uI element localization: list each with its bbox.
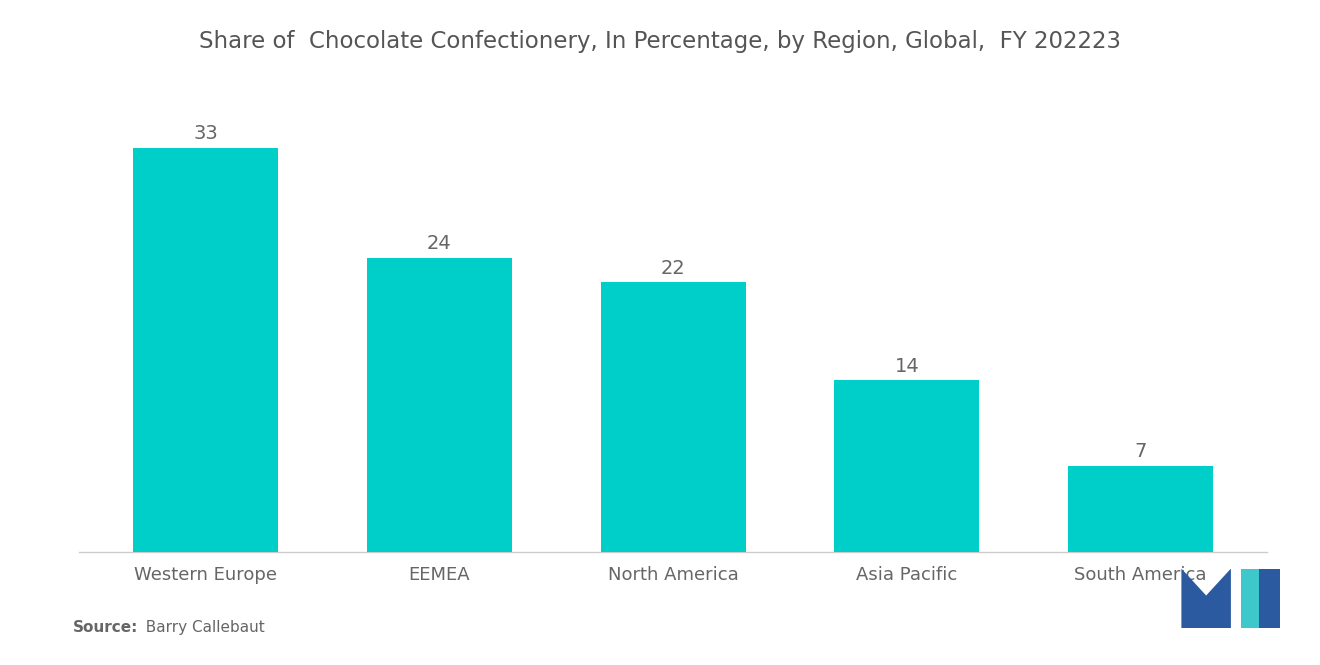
Polygon shape [1241, 569, 1280, 628]
Text: 14: 14 [895, 356, 919, 376]
Bar [1068, 466, 1213, 552]
Text: 22: 22 [661, 259, 685, 277]
Text: 33: 33 [193, 124, 218, 143]
Text: 24: 24 [428, 234, 451, 253]
Text: 7: 7 [1135, 442, 1147, 462]
Polygon shape [1258, 569, 1280, 628]
Text: Barry Callebaut: Barry Callebaut [136, 620, 265, 635]
Bar [367, 258, 512, 552]
Polygon shape [1181, 569, 1232, 628]
Bar [133, 148, 279, 552]
Bar [834, 380, 979, 552]
Bar [601, 283, 746, 552]
Text: Source:: Source: [73, 620, 139, 635]
Text: Share of  Chocolate Confectionery, In Percentage, by Region, Global,  FY 202223: Share of Chocolate Confectionery, In Per… [199, 30, 1121, 53]
